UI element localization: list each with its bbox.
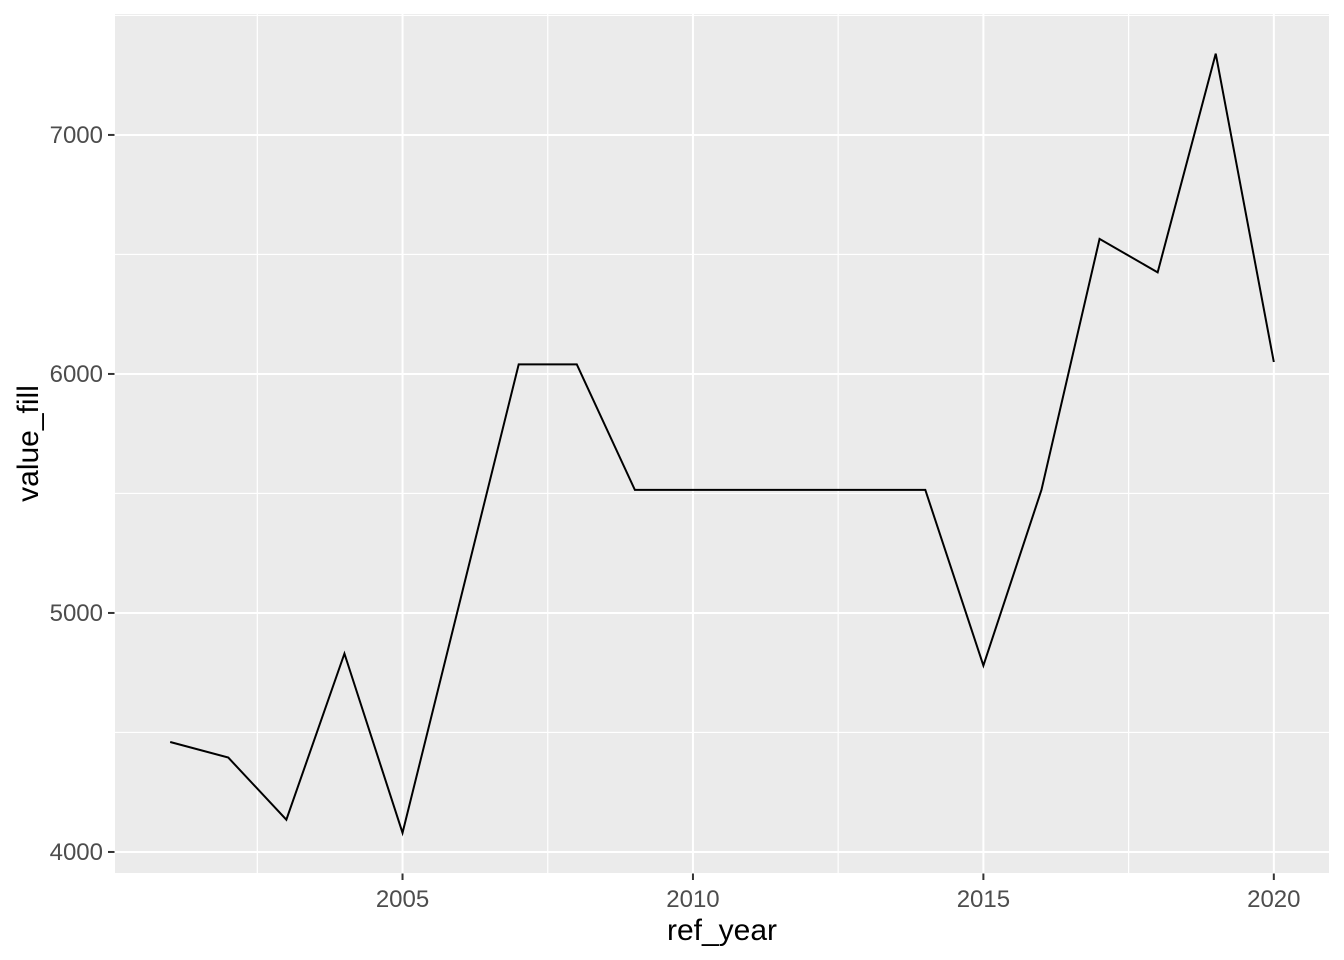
x-axis-title: ref_year [667,914,777,947]
axis-tick-labels: 2005 2010 2015 2020 4000 5000 6000 7000 [50,122,1301,913]
y-tick-label: 7000 [50,122,103,149]
x-tick-label: 2015 [957,886,1010,913]
plot-panel [115,14,1329,873]
plot-panel-group [115,14,1329,873]
data-line [169,53,1275,837]
y-tick-label: 5000 [50,600,103,627]
axis-tick-marks [108,133,1275,880]
x-tick-label: 2005 [376,886,429,913]
y-tick-label: 4000 [50,839,103,866]
x-tick-label: 2020 [1247,886,1300,913]
y-axis-title: value_fill [12,385,45,502]
major-gridlines [115,14,1329,873]
x-tick-label: 2010 [666,886,719,913]
y-tick-label: 6000 [50,361,103,388]
data-series [169,53,1275,837]
